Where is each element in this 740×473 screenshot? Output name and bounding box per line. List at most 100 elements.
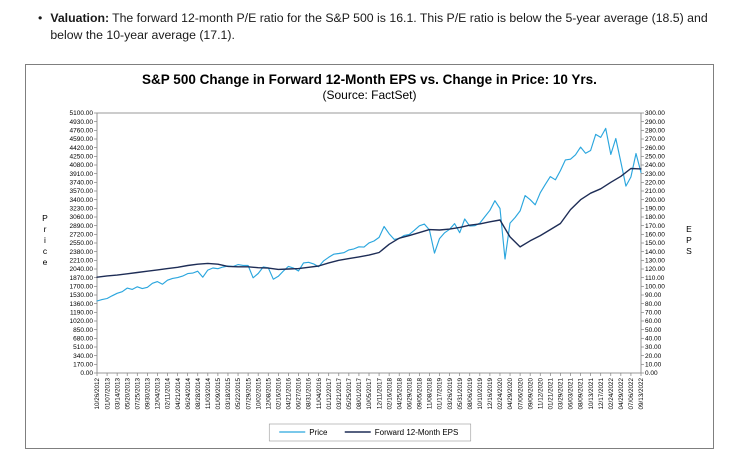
svg-text:c: c [42,246,47,256]
svg-text:02/24/2022: 02/24/2022 [607,377,614,409]
svg-text:2890.00: 2890.00 [69,223,93,230]
svg-text:09/05/2018: 09/05/2018 [416,377,423,409]
svg-text:01/09/2015: 01/09/2015 [215,377,222,409]
valuation-paragraph: Valuation: The forward 12-month P/E ratio… [50,10,726,44]
svg-text:280.00: 280.00 [645,127,665,134]
svg-text:Price: Price [309,428,328,437]
svg-text:270.00: 270.00 [645,136,665,143]
svg-text:03/21/2017: 03/21/2017 [335,377,342,409]
svg-text:4420.00: 4420.00 [69,145,93,152]
svg-text:10/10/2019: 10/10/2019 [477,377,484,409]
svg-text:07/06/2020: 07/06/2020 [517,377,524,409]
svg-text:E: E [686,224,692,234]
svg-text:3740.00: 3740.00 [69,179,93,186]
svg-text:e: e [42,257,47,267]
svg-text:1870.00: 1870.00 [69,275,93,282]
svg-text:08/01/2017: 08/01/2017 [356,377,363,409]
svg-text:08/31/2016: 08/31/2016 [305,377,312,409]
svg-text:05/31/2019: 05/31/2019 [456,377,463,409]
svg-text:10/26/2012: 10/26/2012 [94,377,101,409]
svg-text:1190.00: 1190.00 [69,309,92,316]
svg-text:140.00: 140.00 [645,249,665,256]
svg-text:04/21/2014: 04/21/2014 [174,377,181,409]
svg-text:09/09/2020: 09/09/2020 [527,377,534,409]
svg-text:20.00: 20.00 [645,353,662,360]
svg-text:1020.00: 1020.00 [69,318,93,325]
chart-subtitle: (Source: FactSet) [322,87,417,102]
svg-text:08/09/2021: 08/09/2021 [577,377,584,409]
svg-text:120.00: 120.00 [645,266,665,273]
svg-text:01/21/2021: 01/21/2021 [547,377,554,409]
svg-text:130.00: 130.00 [645,257,665,264]
svg-text:300.00: 300.00 [645,110,665,117]
svg-text:4930.00: 4930.00 [69,119,93,126]
svg-text:12/16/2019: 12/16/2019 [487,377,494,409]
svg-text:12/11/2017: 12/11/2017 [376,377,383,409]
svg-text:06/24/2014: 06/24/2014 [184,377,191,409]
svg-text:70.00: 70.00 [645,309,662,316]
svg-text:04/25/2018: 04/25/2018 [396,377,403,409]
svg-text:60.00: 60.00 [645,318,662,325]
svg-text:4760.00: 4760.00 [69,127,93,134]
svg-text:03/29/2021: 03/29/2021 [557,377,564,409]
svg-text:180.00: 180.00 [645,214,665,221]
svg-text:r: r [43,224,46,234]
valuation-label: Valuation: [50,11,110,25]
svg-text:04/29/2020: 04/29/2020 [507,377,514,409]
svg-text:220.00: 220.00 [645,179,665,186]
svg-text:10/13/2021: 10/13/2021 [587,377,594,409]
svg-text:4250.00: 4250.00 [69,153,93,160]
svg-text:4590.00: 4590.00 [69,136,93,143]
svg-text:05/22/2015: 05/22/2015 [235,377,242,409]
svg-text:1360.00: 1360.00 [69,301,93,308]
valuation-bullet: • Valuation: The forward 12-month P/E rat… [38,10,728,44]
eps-vs-price-chart: S&P 500 Change in Forward 12-Month EPS v… [25,63,714,449]
svg-text:3570.00: 3570.00 [69,188,93,195]
svg-text:01/07/2013: 01/07/2013 [104,377,111,409]
svg-text:08/28/2014: 08/28/2014 [194,377,201,409]
svg-text:03/18/2015: 03/18/2015 [225,377,232,409]
svg-text:i: i [44,235,46,245]
svg-text:1700.00: 1700.00 [69,283,93,290]
svg-text:10/02/2015: 10/02/2015 [255,377,262,409]
svg-text:210.00: 210.00 [645,188,665,195]
svg-text:11/08/2018: 11/08/2018 [426,377,433,409]
svg-text:02/16/2016: 02/16/2016 [275,377,282,409]
svg-text:50.00: 50.00 [645,327,662,334]
svg-text:0.00: 0.00 [645,370,658,377]
svg-text:110.00: 110.00 [645,275,665,282]
svg-text:P: P [42,213,48,223]
svg-text:02/16/2018: 02/16/2018 [386,377,393,409]
bullet-marker: • [38,11,43,25]
svg-text:05/25/2017: 05/25/2017 [346,377,353,409]
svg-text:290.00: 290.00 [645,119,665,126]
svg-text:04/29/2022: 04/29/2022 [618,377,625,409]
svg-text:07/06/2022: 07/06/2022 [628,377,635,409]
svg-text:2210.00: 2210.00 [69,257,93,264]
svg-text:340.00: 340.00 [73,353,93,360]
svg-text:11/03/2014: 11/03/2014 [205,377,212,409]
svg-text:10/05/2017: 10/05/2017 [366,377,373,409]
svg-text:07/25/2013: 07/25/2013 [134,377,141,409]
svg-text:150.00: 150.00 [645,240,665,247]
svg-text:06/03/2021: 06/03/2021 [567,377,574,409]
svg-text:01/17/2019: 01/17/2019 [436,377,443,409]
svg-text:2040.00: 2040.00 [69,266,93,273]
document-page: • Valuation: The forward 12-month P/E rat… [25,10,728,449]
svg-text:09/30/2013: 09/30/2013 [144,377,151,409]
svg-text:04/21/2016: 04/21/2016 [285,377,292,409]
svg-text:06/27/2016: 06/27/2016 [295,377,302,409]
svg-text:170.00: 170.00 [73,361,93,368]
svg-text:200.00: 200.00 [645,197,665,204]
svg-text:40.00: 40.00 [645,335,662,342]
valuation-text: The forward 12-month P/E ratio for the S… [50,11,708,42]
svg-text:11/04/2016: 11/04/2016 [315,377,322,409]
svg-text:190.00: 190.00 [645,205,665,212]
svg-text:850.00: 850.00 [73,327,93,334]
svg-text:02/24/2020: 02/24/2020 [497,377,504,409]
svg-text:01/12/2017: 01/12/2017 [325,377,332,409]
svg-text:12/04/2013: 12/04/2013 [154,377,161,409]
svg-text:30.00: 30.00 [645,344,662,351]
svg-text:5100.00: 5100.00 [69,110,93,117]
svg-text:3060.00: 3060.00 [69,214,93,221]
